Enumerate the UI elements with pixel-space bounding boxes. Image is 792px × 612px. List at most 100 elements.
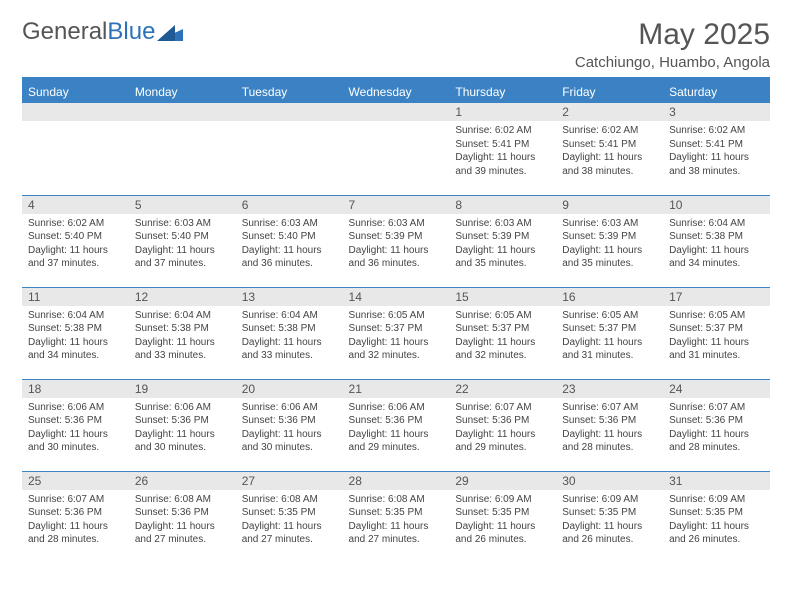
sunrise-text: Sunrise: 6:02 AM [28,217,123,231]
calendar-cell: 23Sunrise: 6:07 AMSunset: 5:36 PMDayligh… [556,379,663,471]
day-body: Sunrise: 6:02 AMSunset: 5:40 PMDaylight:… [22,214,129,274]
calendar-cell: 3Sunrise: 6:02 AMSunset: 5:41 PMDaylight… [663,103,770,195]
sunset-text: Sunset: 5:36 PM [28,506,123,520]
daylight-text: Daylight: 11 hours and 37 minutes. [135,244,230,271]
day-body: Sunrise: 6:06 AMSunset: 5:36 PMDaylight:… [236,398,343,458]
day-body: Sunrise: 6:04 AMSunset: 5:38 PMDaylight:… [22,306,129,366]
sunset-text: Sunset: 5:37 PM [455,322,550,336]
calendar-cell: 17 Sunrise: 6:05 AMSunset: 5:37 PMDayligh… [663,287,770,379]
day-body: Sunrise: 6:04 AMSunset: 5:38 PMDaylight:… [236,306,343,366]
day-body: Sunrise: 6:07 AMSunset: 5:36 PMDaylight:… [663,398,770,458]
day-body: Sunrise: 6:03 AMSunset: 5:39 PMDaylight:… [449,214,556,274]
calendar-cell: 2Sunrise: 6:02 AMSunset: 5:41 PMDaylight… [556,103,663,195]
daylight-text: Daylight: 11 hours and 31 minutes. [562,336,657,363]
day-number: 16 [556,288,663,306]
daylight-text: Daylight: 11 hours and 27 minutes. [242,520,337,547]
calendar-row: 4Sunrise: 6:02 AMSunset: 5:40 PMDaylight… [22,195,770,287]
daylight-text: Daylight: 11 hours and 26 minutes. [669,520,764,547]
day-body: Sunrise: 6:07 AMSunset: 5:36 PMDaylight:… [449,398,556,458]
sunset-text: Sunset: 5:36 PM [455,414,550,428]
daylight-text: Daylight: 11 hours and 33 minutes. [242,336,337,363]
sunrise-text: Sunrise: 6:08 AM [135,493,230,507]
day-number: 1 [449,103,556,121]
day-body [236,121,343,127]
day-number: 7 [343,196,450,214]
calendar-cell: 9Sunrise: 6:03 AMSunset: 5:39 PMDaylight… [556,195,663,287]
calendar-cell: 6Sunrise: 6:03 AMSunset: 5:40 PMDaylight… [236,195,343,287]
sunset-text: Sunset: 5:36 PM [28,414,123,428]
day-number: 19 [129,380,236,398]
sunset-text: Sunset: 5:36 PM [669,414,764,428]
logo: GeneralBlue [22,18,183,46]
calendar-cell: 19Sunrise: 6:06 AMSunset: 5:36 PMDayligh… [129,379,236,471]
daylight-text: Daylight: 11 hours and 28 minutes. [669,428,764,455]
day-header: Sunday [22,80,129,103]
calendar-cell: 28Sunrise: 6:08 AMSunset: 5:35 PMDayligh… [343,471,450,563]
day-body: Sunrise: 6:05 AMSunset: 5:37 PMDaylight:… [556,306,663,366]
sunset-text: Sunset: 5:38 PM [135,322,230,336]
sunset-text: Sunset: 5:38 PM [242,322,337,336]
sunset-text: Sunset: 5:41 PM [455,138,550,152]
day-body: Sunrise: 6:06 AMSunset: 5:36 PMDaylight:… [129,398,236,458]
logo-text-1: General [22,18,107,46]
location: Catchiungo, Huambo, Angola [575,54,770,71]
day-number: 17 [663,288,770,306]
calendar-cell [22,103,129,195]
sunset-text: Sunset: 5:40 PM [135,230,230,244]
daylight-text: Daylight: 11 hours and 26 minutes. [562,520,657,547]
sunrise-text: Sunrise: 6:03 AM [349,217,444,231]
day-body: Sunrise: 6:03 AMSunset: 5:40 PMDaylight:… [129,214,236,274]
day-number [129,103,236,121]
sunset-text: Sunset: 5:36 PM [349,414,444,428]
sunrise-text: Sunrise: 6:03 AM [242,217,337,231]
daylight-text: Daylight: 11 hours and 34 minutes. [669,244,764,271]
calendar-cell: 22Sunrise: 6:07 AMSunset: 5:36 PMDayligh… [449,379,556,471]
sunset-text: Sunset: 5:41 PM [562,138,657,152]
sunrise-text: Sunrise: 6:04 AM [669,217,764,231]
daylight-text: Daylight: 11 hours and 26 minutes. [455,520,550,547]
logo-text-2: Blue [107,18,155,46]
daylight-text: Daylight: 11 hours and 35 minutes. [455,244,550,271]
sunset-text: Sunset: 5:35 PM [349,506,444,520]
day-number: 6 [236,196,343,214]
sunrise-text: Sunrise: 6:06 AM [242,401,337,415]
day-body: Sunrise: 6:08 AMSunset: 5:35 PMDaylight:… [236,490,343,550]
day-number: 24 [663,380,770,398]
sunset-text: Sunset: 5:37 PM [669,322,764,336]
calendar-cell: 11Sunrise: 6:04 AMSunset: 5:38 PMDayligh… [22,287,129,379]
sunset-text: Sunset: 5:37 PM [349,322,444,336]
day-body: Sunrise: 6:07 AMSunset: 5:36 PMDaylight:… [22,490,129,550]
daylight-text: Daylight: 11 hours and 31 minutes. [669,336,764,363]
daylight-text: Daylight: 11 hours and 36 minutes. [349,244,444,271]
month-title: May 2025 [575,18,770,52]
sunrise-text: Sunrise: 6:05 AM [349,309,444,323]
day-number: 20 [236,380,343,398]
sunrise-text: Sunrise: 6:02 AM [562,124,657,138]
day-number: 10 [663,196,770,214]
sunrise-text: Sunrise: 6:05 AM [669,309,764,323]
day-header: Friday [556,80,663,103]
day-number: 3 [663,103,770,121]
daylight-text: Daylight: 11 hours and 32 minutes. [349,336,444,363]
day-body: Sunrise: 6:02 AMSunset: 5:41 PMDaylight:… [663,121,770,181]
daylight-text: Daylight: 11 hours and 39 minutes. [455,151,550,178]
sunset-text: Sunset: 5:36 PM [135,414,230,428]
sunset-text: Sunset: 5:39 PM [349,230,444,244]
calendar-cell: 25Sunrise: 6:07 AMSunset: 5:36 PMDayligh… [22,471,129,563]
title-block: May 2025 Catchiungo, Huambo, Angola [575,18,770,71]
day-body: Sunrise: 6:08 AMSunset: 5:36 PMDaylight:… [129,490,236,550]
day-body: Sunrise: 6:09 AMSunset: 5:35 PMDaylight:… [556,490,663,550]
daylight-text: Daylight: 11 hours and 27 minutes. [349,520,444,547]
calendar-cell: 15Sunrise: 6:05 AMSunset: 5:37 PMDayligh… [449,287,556,379]
sunrise-text: Sunrise: 6:06 AM [135,401,230,415]
sunset-text: Sunset: 5:36 PM [135,506,230,520]
day-body: Sunrise: 6:05 AMSunset: 5:37 PMDaylight:… [343,306,450,366]
calendar-cell: 1Sunrise: 6:02 AMSunset: 5:41 PMDaylight… [449,103,556,195]
day-number: 13 [236,288,343,306]
day-number: 8 [449,196,556,214]
calendar-cell: 26Sunrise: 6:08 AMSunset: 5:36 PMDayligh… [129,471,236,563]
day-body: Sunrise: 6:03 AMSunset: 5:39 PMDaylight:… [343,214,450,274]
daylight-text: Daylight: 11 hours and 27 minutes. [135,520,230,547]
daylight-text: Daylight: 11 hours and 35 minutes. [562,244,657,271]
day-body: Sunrise: 6:03 AMSunset: 5:40 PMDaylight:… [236,214,343,274]
